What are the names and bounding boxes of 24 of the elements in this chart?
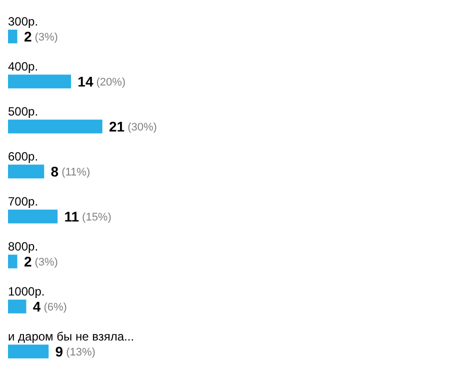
bar	[8, 254, 18, 268]
data-label: 2 (3%)	[24, 28, 58, 44]
bar	[8, 30, 18, 44]
bar	[8, 344, 49, 358]
data-label: 8 (11%)	[50, 163, 90, 180]
y-tick-label: и даром бы не взяла...	[8, 330, 134, 344]
data-label: 11 (15%)	[64, 208, 112, 224]
y-tick-label: 800р.	[8, 240, 38, 254]
bar	[8, 74, 71, 88]
data-label: 2 (3%)	[24, 253, 58, 270]
y-tick-label: 1000р.	[8, 284, 45, 298]
data-label: 14 (20%)	[78, 73, 126, 90]
bar	[8, 164, 44, 178]
y-tick-label: 300р.	[8, 14, 38, 28]
y-tick-label: 500р.	[8, 104, 38, 118]
data-label: 4 (6%)	[32, 298, 67, 314]
y-tick-label: 700р.	[8, 194, 38, 208]
bar	[8, 120, 102, 134]
bar	[8, 300, 26, 314]
data-label: 9 (13%)	[55, 343, 96, 360]
y-tick-label: 600р.	[8, 150, 38, 164]
bar	[8, 210, 58, 224]
data-label: 21 (30%)	[109, 118, 157, 134]
y-tick-label: 400р.	[8, 60, 38, 74]
